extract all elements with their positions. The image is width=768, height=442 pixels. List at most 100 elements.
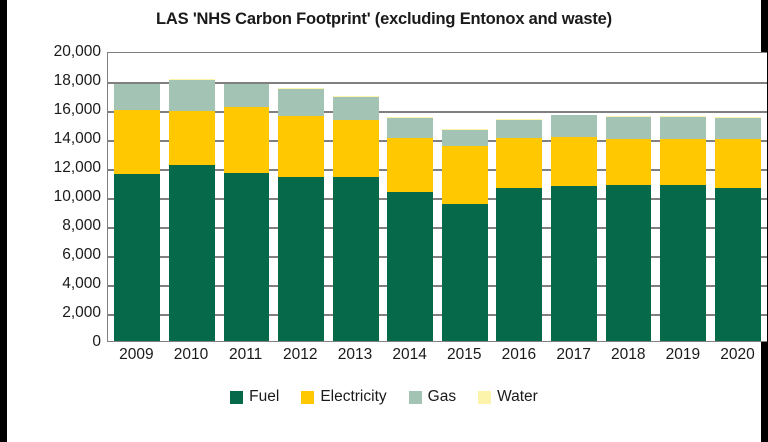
x-axis-tick-label: 2011 <box>228 346 263 363</box>
bar-column[interactable] <box>660 53 706 341</box>
y-axis-tick-label: 8,000 <box>62 217 101 234</box>
bar-segment-water[interactable] <box>605 115 652 117</box>
bar-segment-fuel[interactable] <box>387 192 434 341</box>
x-axis: 2009 2010 2011 2012 2013 2014 2015 2016 2017 2018… <box>107 346 767 372</box>
y-axis-tick-label: 20,000 <box>53 43 101 60</box>
x-axis-tick-label: 2019 <box>665 346 701 363</box>
bar-segment-water[interactable] <box>332 95 379 97</box>
legend-item-water[interactable]: Water <box>478 388 538 406</box>
bar-segment-gas[interactable] <box>605 116 652 139</box>
bar-segment-fuel[interactable] <box>114 174 161 341</box>
bar-segment-gas[interactable] <box>278 89 324 117</box>
bar-column[interactable] <box>168 53 215 341</box>
legend-swatch-icon <box>230 390 244 404</box>
bar-segment-fuel[interactable] <box>332 177 379 341</box>
bar-segment-electricity[interactable] <box>550 136 597 186</box>
x-axis-tick-label: 2009 <box>119 346 154 363</box>
bar-column[interactable] <box>332 53 379 341</box>
legend-item-electricity[interactable]: Electricity <box>301 388 387 406</box>
y-axis-tick-label: 2,000 <box>62 304 101 321</box>
legend-swatch-icon <box>301 390 315 404</box>
bar-segment-water[interactable] <box>278 88 324 90</box>
bar-segment-gas[interactable] <box>168 80 215 112</box>
bar-segment-gas[interactable] <box>714 117 761 139</box>
y-axis-tick-label: 6,000 <box>62 246 101 263</box>
bar-segment-fuel[interactable] <box>550 186 597 341</box>
bar-segment-fuel[interactable] <box>660 184 706 341</box>
bar-column[interactable] <box>550 53 597 341</box>
bar-segment-gas[interactable] <box>496 120 543 139</box>
bar-segment-water[interactable] <box>223 83 270 85</box>
bar-column[interactable] <box>441 53 488 341</box>
bar-segment-electricity[interactable] <box>387 138 434 193</box>
x-axis-tick-label: 2018 <box>610 346 646 363</box>
bar-segment-fuel[interactable] <box>441 203 488 341</box>
legend-item-gas[interactable]: Gas <box>408 388 456 406</box>
bar-segment-fuel[interactable] <box>223 172 270 341</box>
bar-column[interactable] <box>605 53 652 341</box>
bar-segment-electricity[interactable] <box>496 138 543 188</box>
gridline <box>108 198 767 200</box>
legend-item-fuel[interactable]: Fuel <box>230 388 279 406</box>
bars-layer <box>108 53 767 341</box>
bar-segment-electricity[interactable] <box>714 138 761 188</box>
y-axis-tick-label: 10,000 <box>53 188 101 205</box>
bar-segment-electricity[interactable] <box>332 120 379 178</box>
bar-segment-water[interactable] <box>714 116 761 118</box>
gridline <box>108 314 767 316</box>
y-axis-tick-label: 0 <box>92 333 101 350</box>
bar-segment-gas[interactable] <box>332 96 379 121</box>
bar-segment-water[interactable] <box>441 129 488 131</box>
plot-area-wrapper <box>107 52 767 342</box>
bar-segment-fuel[interactable] <box>714 187 761 341</box>
bar-segment-electricity[interactable] <box>223 106 270 173</box>
bar-segment-fuel[interactable] <box>496 187 543 341</box>
bar-column[interactable] <box>114 53 161 341</box>
bar-column[interactable] <box>223 53 270 341</box>
legend-label: Electricity <box>320 388 387 405</box>
gridline <box>108 169 767 171</box>
bar-segment-electricity[interactable] <box>441 146 488 204</box>
y-axis-tick-label: 4,000 <box>62 275 101 292</box>
gridline <box>108 140 767 142</box>
bar-segment-gas[interactable] <box>223 84 270 107</box>
bar-segment-water[interactable] <box>660 115 706 117</box>
bar-column[interactable] <box>714 53 761 341</box>
x-axis-tick-label: 2013 <box>337 346 373 363</box>
x-axis-tick-label: 2014 <box>392 346 427 363</box>
y-axis-tick-label: 12,000 <box>53 159 101 176</box>
bar-column[interactable] <box>387 53 434 341</box>
bar-segment-water[interactable] <box>387 116 434 118</box>
y-axis-tick-label: 14,000 <box>53 130 101 147</box>
bar-segment-water[interactable] <box>550 114 597 116</box>
bar-segment-gas[interactable] <box>550 115 597 137</box>
bar-column[interactable] <box>278 53 324 341</box>
bar-segment-fuel[interactable] <box>605 184 652 341</box>
gridline <box>108 227 767 229</box>
x-axis-tick-label: 2015 <box>447 346 482 363</box>
x-axis-tick-label: 2012 <box>283 346 318 363</box>
bar-segment-electricity[interactable] <box>660 138 706 185</box>
bar-segment-electricity[interactable] <box>114 110 161 175</box>
plot-area <box>107 52 767 342</box>
bar-segment-water[interactable] <box>168 79 215 81</box>
bar-segment-gas[interactable] <box>387 117 434 139</box>
bar-segment-electricity[interactable] <box>168 111 215 165</box>
bar-segment-gas[interactable] <box>114 84 161 111</box>
bar-segment-gas[interactable] <box>660 116 706 139</box>
bar-segment-electricity[interactable] <box>605 138 652 185</box>
y-axis-tick-label: 16,000 <box>53 101 101 118</box>
bar-segment-fuel[interactable] <box>278 177 324 341</box>
bar-segment-water[interactable] <box>496 119 543 121</box>
bar-segment-gas[interactable] <box>441 130 488 146</box>
legend-swatch-icon <box>408 390 422 404</box>
bar-segment-electricity[interactable] <box>278 116 324 178</box>
bar-column[interactable] <box>496 53 543 341</box>
gridline <box>108 82 767 84</box>
legend-swatch-icon <box>478 390 492 404</box>
gridline <box>108 111 767 113</box>
chart-legend: Fuel Electricity Gas Water <box>7 388 761 406</box>
bar-segment-fuel[interactable] <box>168 164 215 341</box>
gridline <box>108 256 767 258</box>
x-axis-tick-label: 2010 <box>173 346 209 363</box>
